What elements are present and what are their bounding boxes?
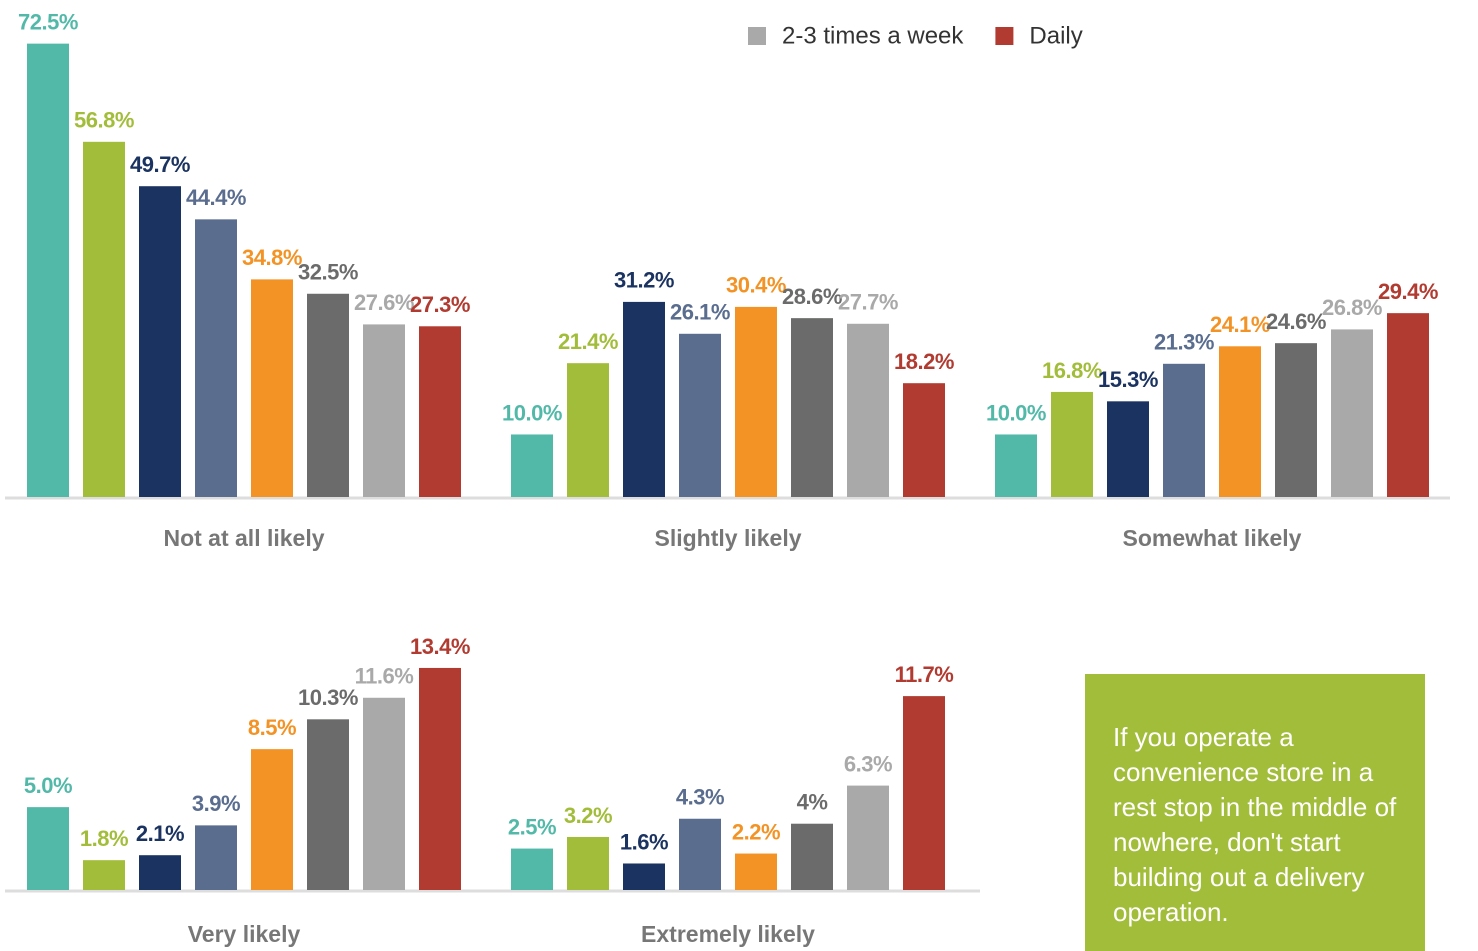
value-label: 49.7%: [130, 152, 190, 177]
value-label: 34.8%: [242, 245, 302, 270]
value-label: 32.5%: [298, 260, 358, 285]
note-box: If you operate a convenience store in a …: [1085, 674, 1425, 951]
category-label: Somewhat likely: [1123, 525, 1302, 551]
bar: [27, 43, 69, 498]
bar: [363, 697, 405, 890]
value-label: 28.6%: [782, 284, 842, 309]
bar: [735, 306, 777, 497]
bar: [1387, 313, 1429, 497]
bar: [903, 696, 945, 890]
bar: [251, 279, 293, 497]
bar: [623, 301, 665, 497]
value-label: 24.6%: [1266, 309, 1326, 334]
value-label: 4%: [797, 790, 828, 815]
category-label: Slightly likely: [655, 525, 802, 551]
bar: [995, 434, 1037, 497]
bar: [139, 186, 181, 497]
legend-swatch: [995, 27, 1014, 45]
bar: [251, 749, 293, 890]
legend-label: 2-3 times a week: [782, 22, 964, 49]
bar: [735, 853, 777, 890]
value-label: 31.2%: [614, 268, 674, 293]
bar: [623, 863, 665, 890]
value-label: 21.3%: [1154, 330, 1214, 355]
category-label: Very likely: [188, 921, 301, 947]
value-label: 29.4%: [1378, 279, 1438, 304]
value-label: 30.4%: [726, 273, 786, 298]
bar: [419, 667, 461, 890]
bar: [307, 719, 349, 890]
value-label: 10.3%: [298, 685, 358, 710]
bar: [679, 333, 721, 497]
bar: [847, 785, 889, 890]
value-label: 21.4%: [558, 329, 618, 354]
value-label: 1.8%: [80, 826, 128, 851]
bar: [1107, 401, 1149, 497]
legend-label: Daily: [1029, 22, 1082, 49]
value-label: 2.5%: [508, 814, 556, 839]
value-label: 10.0%: [986, 400, 1046, 425]
value-label: 8.5%: [248, 715, 296, 740]
bar: [307, 293, 349, 497]
value-label: 27.6%: [354, 290, 414, 315]
bar: [195, 219, 237, 498]
bar: [791, 318, 833, 497]
value-label: 27.7%: [838, 290, 898, 315]
bar: [511, 434, 553, 497]
bar: [791, 823, 833, 890]
bar: [1275, 343, 1317, 497]
category-label: Not at all likely: [163, 525, 324, 551]
value-label: 18.2%: [894, 349, 954, 374]
bar: [83, 141, 125, 497]
value-label: 15.3%: [1098, 367, 1158, 392]
bar: [847, 323, 889, 497]
bar: [363, 324, 405, 497]
category-label: Extremely likely: [641, 921, 815, 947]
bar: [195, 825, 237, 890]
value-label: 4.3%: [676, 785, 724, 810]
bar: [679, 818, 721, 890]
value-label: 72.5%: [18, 9, 78, 34]
bar: [83, 860, 125, 890]
value-label: 10.0%: [502, 400, 562, 425]
bar: [1051, 391, 1093, 497]
bar: [567, 363, 609, 497]
bar: [1163, 363, 1205, 497]
bar: [27, 807, 69, 890]
value-label: 1.6%: [620, 829, 668, 854]
value-label: 3.9%: [192, 791, 240, 816]
value-label: 2.1%: [136, 821, 184, 846]
value-label: 16.8%: [1042, 358, 1102, 383]
value-label: 26.1%: [670, 300, 730, 325]
bar: [1331, 329, 1373, 497]
value-label: 3.2%: [564, 803, 612, 828]
value-label: 26.8%: [1322, 295, 1382, 320]
legend-swatch: [748, 27, 766, 45]
bar: [1219, 346, 1261, 497]
value-label: 6.3%: [844, 751, 892, 776]
value-label: 44.4%: [186, 185, 246, 210]
value-label: 5.0%: [24, 773, 72, 798]
bar: [567, 836, 609, 890]
value-label: 56.8%: [74, 108, 134, 133]
value-label: 13.4%: [410, 634, 470, 659]
value-label: 24.1%: [1210, 312, 1270, 337]
value-label: 2.2%: [732, 819, 780, 844]
value-label: 11.6%: [355, 664, 414, 689]
bar: [903, 383, 945, 497]
value-label: 27.3%: [410, 292, 470, 317]
bar: [419, 326, 461, 497]
bar: [139, 855, 181, 890]
bar: [511, 848, 553, 890]
value-label: 11.7%: [895, 662, 954, 687]
